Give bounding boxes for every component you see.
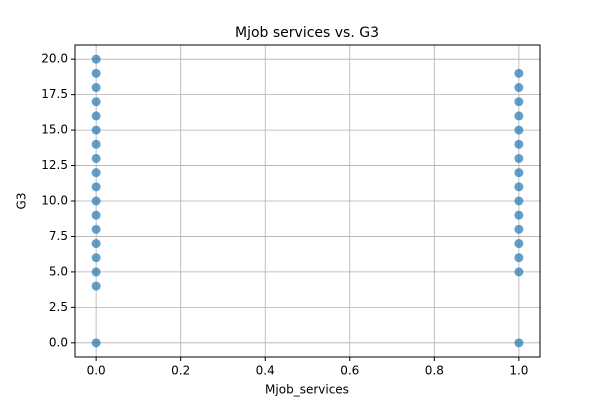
y-tick-label: 20.0: [41, 52, 68, 66]
plot-frame: [74, 44, 541, 358]
x-tick-label: 0.2: [171, 364, 190, 378]
y-tick-label: 12.5: [41, 158, 68, 172]
chart-title: Mjob services vs. G3: [235, 25, 379, 41]
point: [514, 253, 524, 263]
point: [514, 210, 524, 220]
y-tick-label: 2.5: [49, 300, 68, 314]
point: [91, 54, 101, 64]
point: [91, 210, 101, 220]
point: [514, 83, 524, 93]
y-tick-label: 10.0: [41, 194, 68, 208]
x-tick-label: 0.6: [340, 364, 359, 378]
point: [514, 139, 524, 149]
point: [514, 68, 524, 78]
point: [91, 338, 101, 348]
x-tick-label: 1.0: [509, 364, 528, 378]
point: [514, 111, 524, 121]
x-tick-label: 0.8: [425, 364, 444, 378]
x-axis-label: Mjob_services: [265, 383, 349, 397]
x-tick-label: 0.4: [256, 364, 275, 378]
point: [91, 224, 101, 234]
point: [91, 239, 101, 249]
point: [91, 68, 101, 78]
point: [514, 125, 524, 135]
y-tick-label: 17.5: [41, 87, 68, 101]
point: [91, 97, 101, 107]
point: [91, 196, 101, 206]
point: [91, 153, 101, 163]
point: [91, 182, 101, 192]
point: [91, 111, 101, 121]
point: [514, 224, 524, 234]
x-tick-label: 0.0: [87, 364, 106, 378]
point: [91, 281, 101, 291]
point: [514, 168, 524, 178]
point: [91, 168, 101, 178]
y-tick-label: 15.0: [41, 123, 68, 137]
y-axis-label: G3: [15, 193, 29, 210]
point: [514, 239, 524, 249]
point: [514, 97, 524, 107]
point: [514, 338, 524, 348]
y-tick-label: 7.5: [49, 229, 68, 243]
point: [91, 83, 101, 93]
point: [91, 253, 101, 263]
y-tick-label: 5.0: [49, 264, 68, 278]
point: [514, 267, 524, 277]
point: [514, 182, 524, 192]
point: [514, 153, 524, 163]
point: [91, 125, 101, 135]
point: [91, 139, 101, 149]
y-tick-label: 0.0: [49, 335, 68, 349]
point: [91, 267, 101, 277]
point: [514, 196, 524, 206]
